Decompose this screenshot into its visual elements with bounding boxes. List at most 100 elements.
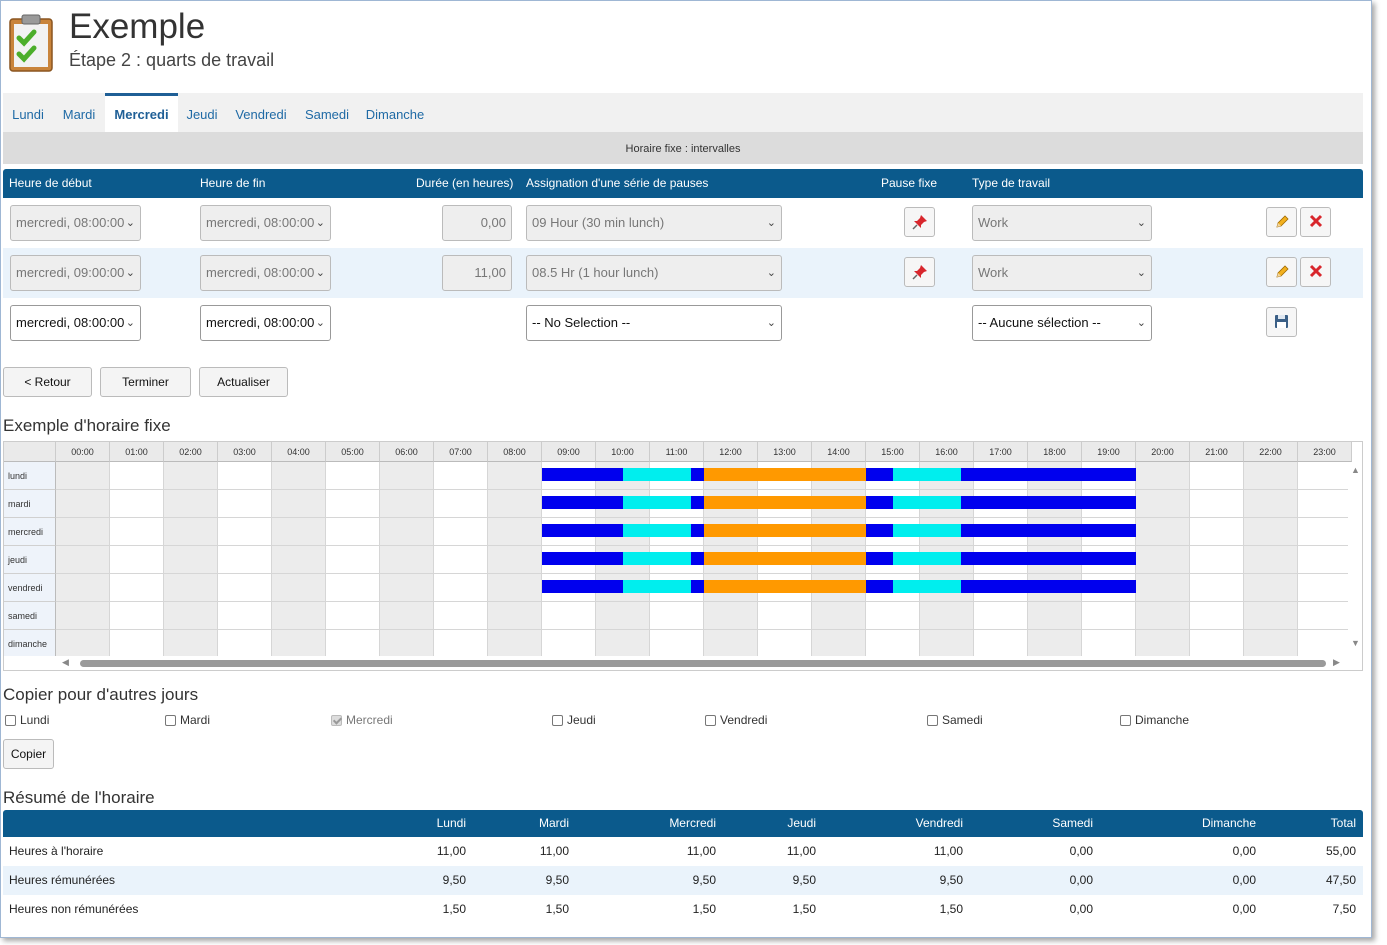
lunch-segment[interactable] bbox=[704, 524, 866, 537]
work-segment[interactable] bbox=[866, 496, 893, 509]
copy-day-mercredi: Mercredi bbox=[331, 713, 393, 727]
work-segment[interactable] bbox=[960, 496, 1136, 509]
day-label: mardi bbox=[4, 490, 56, 518]
break-segment[interactable] bbox=[623, 580, 691, 593]
summary-cell: 1,50 bbox=[792, 902, 816, 916]
hour-header: 23:00 bbox=[1298, 442, 1352, 462]
break-segment[interactable] bbox=[893, 552, 961, 565]
work-segment[interactable] bbox=[542, 580, 623, 593]
delete-button[interactable] bbox=[1300, 207, 1331, 237]
work-type-select[interactable]: Work ⌄ bbox=[972, 255, 1152, 291]
work-segment[interactable] bbox=[690, 496, 704, 509]
break-series-select[interactable]: 08.5 Hr (1 hour lunch) ⌄ bbox=[526, 255, 782, 291]
break-segment[interactable] bbox=[893, 468, 961, 481]
checkbox[interactable] bbox=[1120, 715, 1131, 726]
new-break-series-select[interactable]: -- No Selection -- ⌄ bbox=[526, 305, 782, 341]
new-end-time-select[interactable]: mercredi, 08:00:00 ⌄ bbox=[200, 305, 331, 341]
lunch-segment[interactable] bbox=[704, 468, 866, 481]
tab-mardi[interactable]: Mardi bbox=[62, 107, 96, 122]
work-segment[interactable] bbox=[960, 580, 1136, 593]
copy-day-jeudi[interactable]: Jeudi bbox=[552, 713, 596, 727]
break-series-value: 08.5 Hr (1 hour lunch) bbox=[532, 265, 659, 280]
edit-button[interactable] bbox=[1266, 257, 1297, 287]
fixed-break-button[interactable] bbox=[904, 207, 935, 237]
finish-button[interactable]: Terminer bbox=[100, 367, 191, 397]
work-segment[interactable] bbox=[542, 496, 623, 509]
break-segment[interactable] bbox=[893, 524, 961, 537]
refresh-button[interactable]: Actualiser bbox=[199, 367, 288, 397]
copy-day-lundi[interactable]: Lundi bbox=[5, 713, 49, 727]
new-work-type-select[interactable]: -- Aucune sélection -- ⌄ bbox=[972, 305, 1152, 341]
checkbox-label: Jeudi bbox=[567, 713, 596, 727]
break-segment[interactable] bbox=[893, 496, 961, 509]
hour-header: 04:00 bbox=[272, 442, 326, 462]
break-segment[interactable] bbox=[623, 496, 691, 509]
work-segment[interactable] bbox=[690, 580, 704, 593]
save-button[interactable] bbox=[1266, 307, 1297, 337]
tab-mercredi[interactable]: Mercredi bbox=[105, 93, 178, 132]
work-segment[interactable] bbox=[960, 524, 1136, 537]
end-time-select[interactable]: mercredi, 08:00:00 ⌄ bbox=[200, 205, 331, 241]
duration-field[interactable]: 0,00 bbox=[442, 205, 512, 241]
break-series-select[interactable]: 09 Hour (30 min lunch) ⌄ bbox=[526, 205, 782, 241]
summary-col-mercredi: Mercredi bbox=[669, 816, 716, 830]
scroll-down-icon[interactable]: ▼ bbox=[1351, 638, 1360, 648]
copy-button[interactable]: Copier bbox=[3, 739, 54, 769]
work-segment[interactable] bbox=[960, 468, 1136, 481]
checkbox[interactable] bbox=[552, 715, 563, 726]
start-time-select[interactable]: mercredi, 08:00:00 ⌄ bbox=[10, 205, 141, 241]
row-divider bbox=[56, 545, 1352, 546]
chevron-down-icon: ⌄ bbox=[766, 267, 776, 279]
horizontal-scrollbar[interactable]: ◀ ▶ bbox=[4, 656, 1362, 670]
work-type-value: Work bbox=[978, 265, 1009, 280]
scroll-up-icon[interactable]: ▲ bbox=[1351, 465, 1360, 475]
scroll-left-icon[interactable]: ◀ bbox=[62, 657, 69, 667]
work-segment[interactable] bbox=[542, 552, 623, 565]
summary-title: Résumé de l'horaire bbox=[3, 788, 155, 807]
work-segment[interactable] bbox=[866, 524, 893, 537]
break-segment[interactable] bbox=[623, 552, 691, 565]
vertical-scrollbar[interactable]: ▲ ▼ bbox=[1348, 462, 1362, 658]
tab-jeudi[interactable]: Jeudi bbox=[186, 107, 218, 122]
copy-day-mardi[interactable]: Mardi bbox=[165, 713, 210, 727]
summary-col-lundi: Lundi bbox=[436, 816, 466, 830]
checkbox[interactable] bbox=[5, 715, 16, 726]
work-type-value: -- Aucune sélection -- bbox=[978, 315, 1101, 330]
tab-lundi[interactable]: Lundi bbox=[12, 107, 44, 122]
scroll-right-icon[interactable]: ▶ bbox=[1333, 657, 1340, 667]
break-segment[interactable] bbox=[893, 580, 961, 593]
tab-dimanche[interactable]: Dimanche bbox=[365, 107, 425, 122]
start-time-select[interactable]: mercredi, 09:00:00 ⌄ bbox=[10, 255, 141, 291]
duration-field[interactable]: 11,00 bbox=[442, 255, 512, 291]
checkbox[interactable] bbox=[927, 715, 938, 726]
break-segment[interactable] bbox=[623, 524, 691, 537]
checkbox[interactable] bbox=[705, 715, 716, 726]
work-type-select[interactable]: Work ⌄ bbox=[972, 205, 1152, 241]
break-segment[interactable] bbox=[623, 468, 691, 481]
work-segment[interactable] bbox=[690, 468, 704, 481]
work-segment[interactable] bbox=[542, 468, 623, 481]
copy-day-samedi[interactable]: Samedi bbox=[927, 713, 983, 727]
work-segment[interactable] bbox=[542, 524, 623, 537]
checkbox[interactable] bbox=[165, 715, 176, 726]
delete-button[interactable] bbox=[1300, 257, 1331, 287]
work-segment[interactable] bbox=[866, 580, 893, 593]
lunch-segment[interactable] bbox=[704, 552, 866, 565]
scroll-thumb[interactable] bbox=[80, 660, 1326, 667]
work-segment[interactable] bbox=[960, 552, 1136, 565]
copy-day-vendredi[interactable]: Vendredi bbox=[705, 713, 767, 727]
tab-samedi[interactable]: Samedi bbox=[304, 107, 350, 122]
new-start-time-select[interactable]: mercredi, 08:00:00 ⌄ bbox=[10, 305, 141, 341]
work-segment[interactable] bbox=[690, 552, 704, 565]
end-time-select[interactable]: mercredi, 08:00:00 ⌄ bbox=[200, 255, 331, 291]
lunch-segment[interactable] bbox=[704, 580, 866, 593]
work-segment[interactable] bbox=[866, 468, 893, 481]
back-button[interactable]: < Retour bbox=[3, 367, 92, 397]
work-segment[interactable] bbox=[690, 524, 704, 537]
edit-button[interactable] bbox=[1266, 207, 1297, 237]
lunch-segment[interactable] bbox=[704, 496, 866, 509]
fixed-break-button[interactable] bbox=[904, 257, 935, 287]
copy-day-dimanche[interactable]: Dimanche bbox=[1120, 713, 1189, 727]
work-segment[interactable] bbox=[866, 552, 893, 565]
tab-vendredi[interactable]: Vendredi bbox=[235, 107, 287, 122]
